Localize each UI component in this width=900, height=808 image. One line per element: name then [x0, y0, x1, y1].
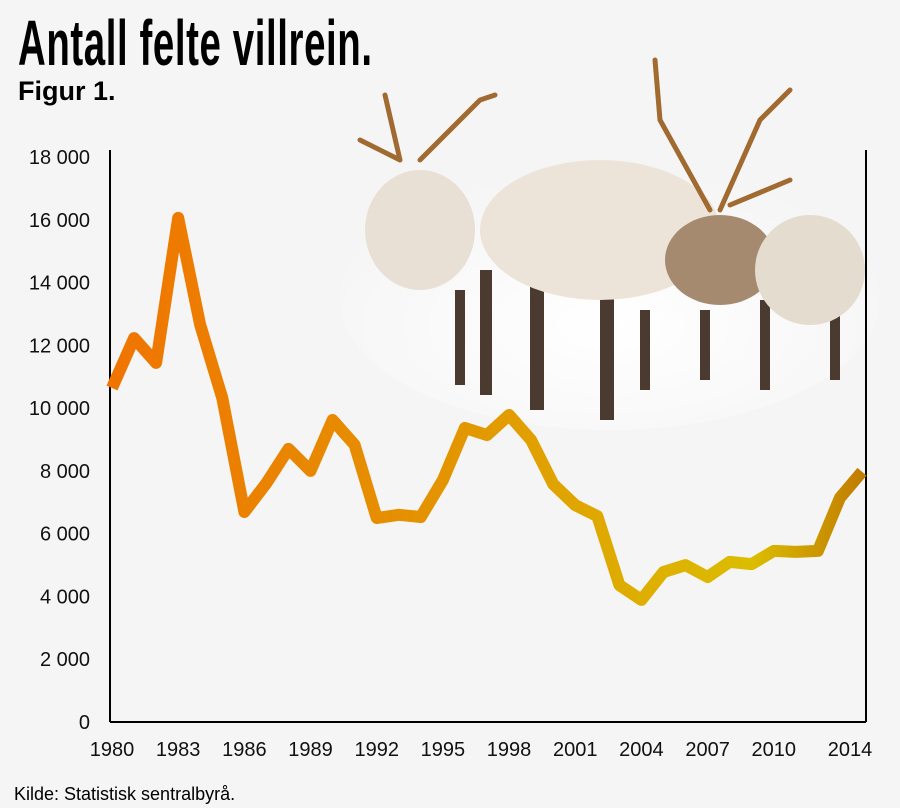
chart-title: Antall felte villrein.	[18, 7, 373, 79]
y-tick-label: 12 000	[29, 335, 90, 357]
x-tick-label: 2004	[619, 739, 664, 761]
y-tick-label: 2 000	[40, 649, 90, 671]
x-tick-label: 1989	[288, 739, 333, 761]
y-tick-label: 16 000	[29, 210, 90, 232]
x-tick-label: 2007	[685, 739, 730, 761]
y-tick-label: 18 000	[29, 147, 90, 169]
axes	[109, 150, 867, 723]
y-tick-label: 4 000	[40, 586, 90, 608]
x-tick-label: 1998	[487, 739, 532, 761]
x-axis-ticks: 1980 1983 1986 1989 1992 1995 1998 2001 2004 2007…	[90, 739, 873, 761]
x-tick-label: 1986	[222, 739, 267, 761]
series-line	[106, 211, 867, 606]
x-tick-label: 1992	[354, 739, 399, 761]
y-tick-label: 10 000	[29, 398, 90, 420]
y-tick-label: 0	[79, 712, 90, 734]
y-tick-label: 14 000	[29, 273, 90, 295]
y-tick-label: 6 000	[40, 524, 90, 546]
x-tick-label: 2010	[752, 739, 797, 761]
y-axis-ticks: 0 2 000 4 000 6 000 8 000 10 000 12 000 14 000 1…	[29, 147, 90, 734]
x-tick-label: 2001	[553, 739, 598, 761]
y-tick-label: 8 000	[40, 461, 90, 483]
x-tick-label: 1983	[156, 739, 201, 761]
reindeer-photo	[340, 57, 880, 430]
x-tick-label: 1995	[421, 739, 466, 761]
series-layer	[106, 211, 867, 606]
x-tick-label: 1980	[90, 739, 135, 761]
source-note: Kilde: Statistisk sentralbyrå.	[14, 784, 236, 804]
x-tick-label: 2014	[828, 739, 873, 761]
figure-label: Figur 1.	[18, 76, 116, 106]
